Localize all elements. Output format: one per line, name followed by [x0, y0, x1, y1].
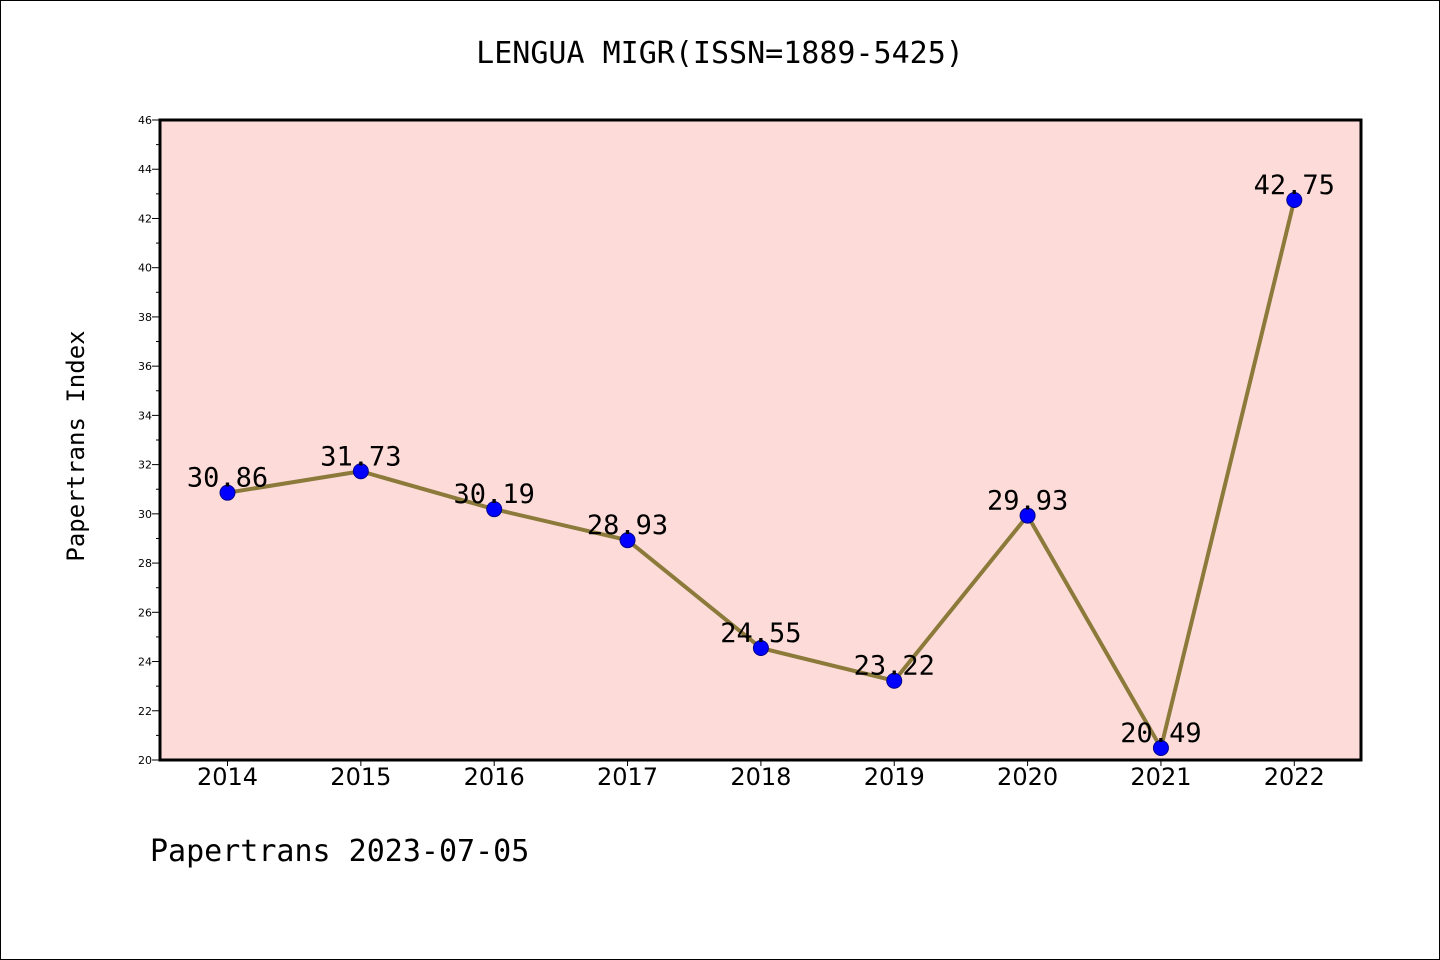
- data-point: [352, 463, 369, 480]
- x-tick-label: 2020: [997, 763, 1058, 791]
- data-point: [886, 672, 903, 689]
- y-tick-label: 34: [138, 409, 152, 422]
- chart-title: LENGUA MIGR(ISSN=1889-5425): [476, 36, 964, 71]
- data-label: 42.75: [1254, 170, 1335, 201]
- x-axis: 2014 2015 2016 2017 2018 2019 2020 2021 2022: [197, 760, 1325, 791]
- data-point: [219, 484, 236, 501]
- y-tick-label: 36: [138, 360, 152, 373]
- y-tick-label: 30: [138, 508, 152, 521]
- y-tick-label: 28: [138, 557, 152, 570]
- x-tick-label: 2016: [464, 763, 525, 791]
- data-point: [619, 532, 636, 549]
- y-tick-label: 26: [138, 606, 152, 619]
- data-point: [1019, 507, 1036, 524]
- data-label: 30.86: [187, 463, 268, 494]
- data-point: [752, 640, 769, 656]
- data-point: [1152, 739, 1169, 756]
- y-tick-label: 22: [138, 705, 152, 718]
- x-tick-label: 2018: [730, 763, 791, 791]
- data-point: [486, 501, 503, 518]
- y-tick-label: 40: [138, 262, 152, 275]
- data-label: 31.73: [320, 441, 401, 472]
- data-label: 30.19: [454, 479, 535, 510]
- y-tick-label: 32: [138, 459, 152, 472]
- y-tick-label: 42: [138, 212, 152, 225]
- footer-credit: Papertrans 2023-07-05: [150, 834, 530, 869]
- data-point: [1286, 192, 1303, 208]
- y-tick-label: 44: [138, 163, 152, 176]
- x-tick-label: 2014: [197, 763, 258, 791]
- data-label: 28.93: [587, 510, 668, 541]
- x-tick-label: 2021: [1130, 763, 1191, 791]
- plot-border: [158, 118, 1363, 762]
- y-tick-label: 38: [138, 311, 152, 324]
- data-label: 24.55: [720, 618, 801, 649]
- data-label: 29.93: [987, 486, 1068, 517]
- x-tick-label: 2022: [1264, 763, 1325, 791]
- y-tick-label: 20: [138, 754, 152, 767]
- data-label: 20.49: [1120, 718, 1201, 749]
- x-tick-label: 2015: [330, 763, 391, 791]
- y-axis: 20 22 24 26 28 30 32 34 36 38 40 42 44 46: [138, 114, 160, 767]
- x-tick-label: 2019: [864, 763, 925, 791]
- x-tick-label: 2017: [597, 763, 658, 791]
- series-layer: 30.86 31.73 30.19 28.93 24.55 23.22 29.93 20.49…: [187, 170, 1335, 756]
- y-tick-label: 46: [138, 114, 152, 127]
- y-tick-label: 24: [138, 656, 152, 669]
- data-label: 23.22: [854, 651, 935, 682]
